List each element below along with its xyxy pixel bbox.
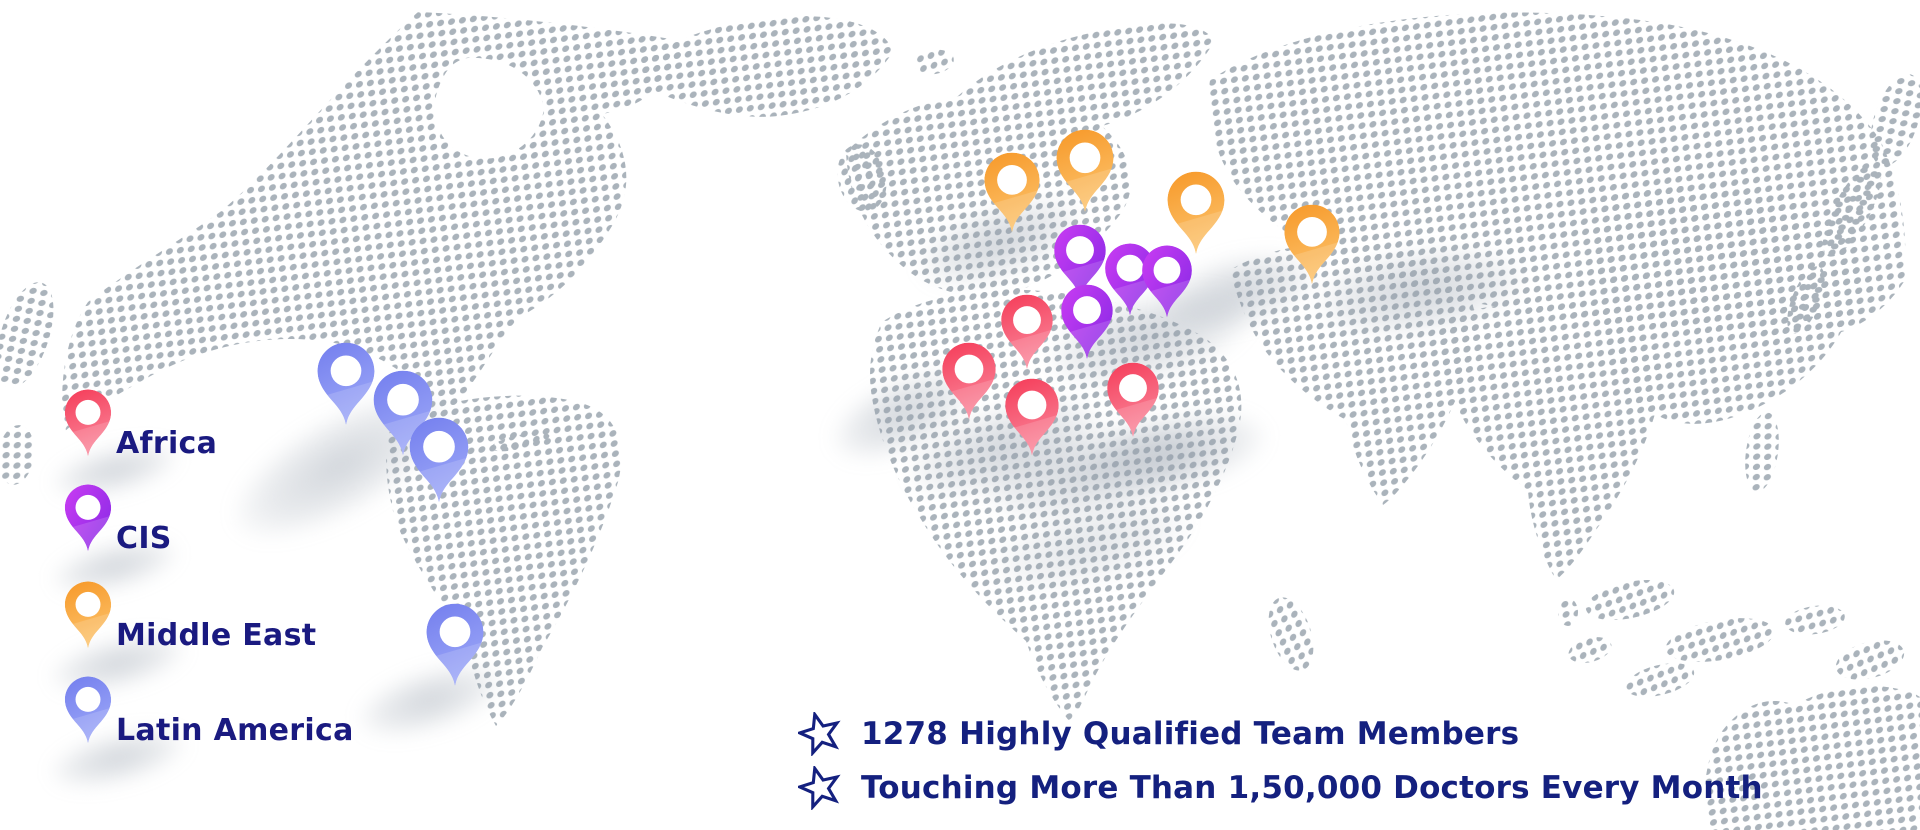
map-pin-latin-america: [317, 342, 375, 426]
location-pin-icon: [62, 484, 114, 557]
legend-label-africa: Africa: [116, 426, 218, 461]
map-pin-cis: [1142, 245, 1192, 318]
map-pin-middle-east: [1056, 129, 1114, 213]
map-pin-cis: [1105, 243, 1155, 316]
legend-label-middle-east: Middle East: [116, 618, 317, 653]
map-pin-africa: [1107, 362, 1159, 438]
legend-label-latin-america: Latin America: [116, 713, 354, 748]
map-pin-middle-east: [1284, 204, 1340, 285]
star-outline-icon: [798, 766, 841, 810]
map-pin-middle-east: [984, 152, 1040, 233]
stat-text: Touching More Than 1,50,000 Doctors Ever…: [861, 770, 1763, 806]
legend-item-middle-east: Middle East: [62, 581, 402, 655]
legend-item-africa: Africa: [62, 389, 402, 463]
map-pin-africa: [1001, 294, 1053, 370]
map-pin-africa: [942, 342, 996, 420]
map-pin-africa: [1005, 378, 1059, 456]
map-pin-latin-america: [426, 603, 484, 687]
star-outline-icon: [798, 712, 841, 756]
legend-item-cis: CIS: [62, 484, 402, 558]
location-pin-icon: [62, 676, 114, 749]
legend-label-cis: CIS: [116, 521, 172, 556]
stat-text: 1278 Highly Qualified Team Members: [861, 716, 1520, 752]
map-pin-middle-east: [1167, 171, 1225, 255]
map-pin-latin-america: [409, 417, 469, 504]
location-pin-icon: [62, 389, 114, 462]
map-pin-cis: [1061, 284, 1113, 360]
stat-team-members: 1278 Highly Qualified Team Members: [798, 712, 1519, 756]
legend-item-latin-america: Latin America: [62, 676, 402, 750]
stat-doctors-reach: Touching More Than 1,50,000 Doctors Ever…: [798, 766, 1763, 810]
location-pin-icon: [62, 581, 114, 654]
